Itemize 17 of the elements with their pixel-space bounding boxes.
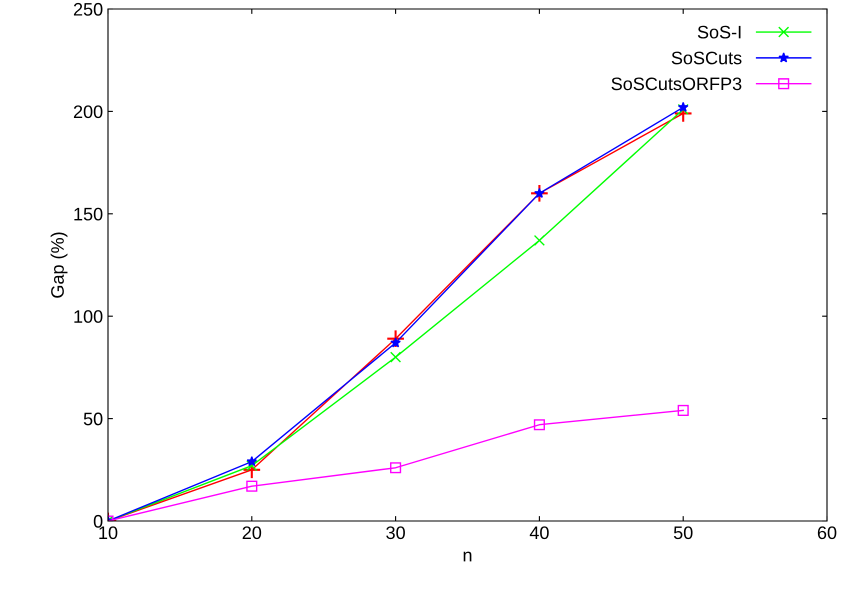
legend-label: SoSCutsORFP3 (612, 77, 742, 90)
x-tick-label: 30 (386, 526, 405, 540)
y-tick-label: 150 (74, 208, 102, 221)
legend-label: SoSCuts (672, 52, 742, 64)
y-tick-label: 200 (74, 105, 102, 118)
y-tick-label: 100 (74, 310, 102, 323)
x-tick-label: 20 (242, 526, 262, 540)
x-tick-label: 60 (818, 526, 836, 540)
x-tick-label: 50 (674, 526, 693, 540)
y-axis-title: Gap (%) (50, 232, 68, 298)
x-axis-title: n (464, 552, 472, 562)
y-tick-label: 250 (74, 2, 102, 16)
legend-label: SoS-I (698, 26, 740, 39)
x-tick-label: 40 (530, 526, 549, 540)
y-tick-label: 0 (94, 514, 102, 528)
x-tick-label: 10 (99, 526, 118, 540)
y-tick-label: 50 (84, 412, 102, 426)
